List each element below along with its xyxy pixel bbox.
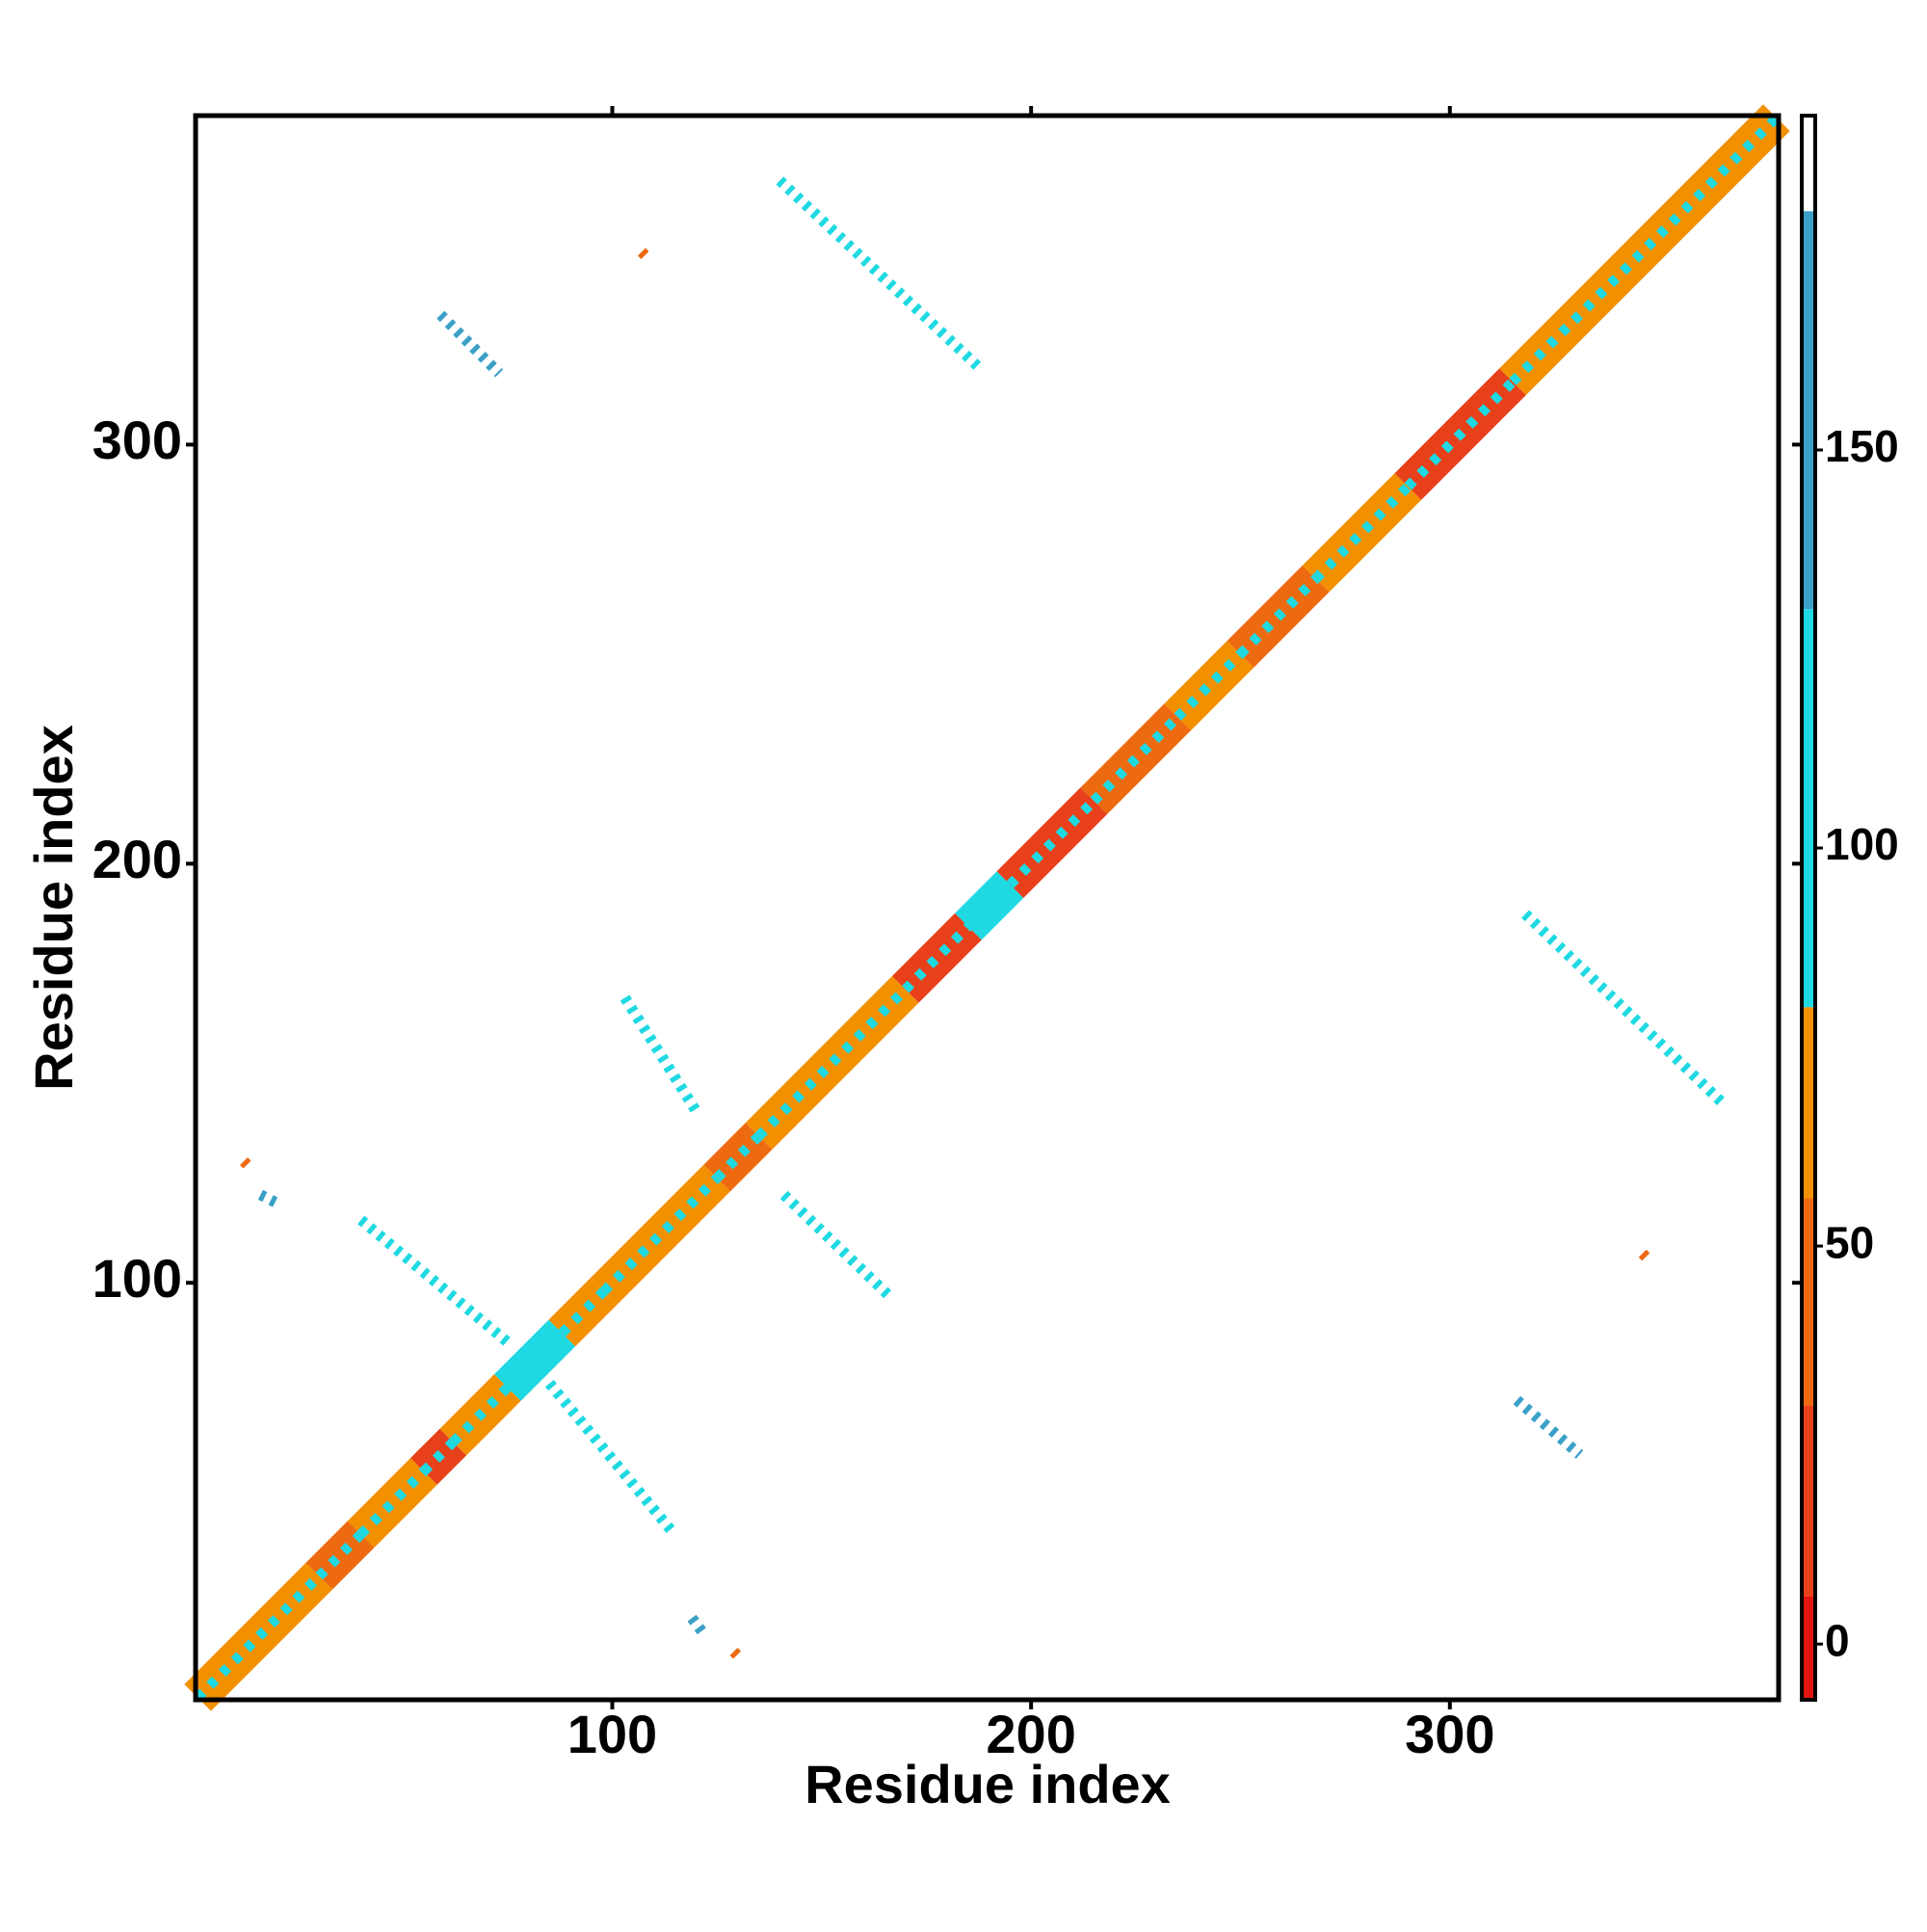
diagonal-band [305,1521,375,1590]
x-axis-label: Residue index [805,1754,1171,1814]
contact [729,1647,742,1660]
colorbar-tick-label: 150 [1825,421,1899,471]
colorbar-bin [1802,1596,1815,1700]
diagonal-band [745,975,919,1150]
plot-frame [193,113,1782,1703]
contact [1521,910,1727,1107]
diagonal-core [194,1573,323,1702]
contact [779,1190,893,1300]
contact [637,248,650,260]
diagonal-core [1236,574,1320,658]
colorbar-tick-label: 0 [1825,1615,1850,1665]
contact [357,1215,515,1350]
diagonal-core [1174,650,1245,721]
contact [239,1157,252,1170]
y-axis-label: Residue index [23,725,84,1091]
colorbar-frame [1800,114,1817,1702]
colorbar-tick-label: 100 [1825,819,1899,869]
colorbar-tick-label: 50 [1825,1217,1874,1267]
diagonal-band [590,1164,730,1305]
colorbar-bin [1802,211,1815,610]
contact [1513,1395,1584,1459]
contact [776,176,985,374]
diagonal-band [1499,104,1790,396]
diagonal-core [1404,378,1517,490]
diagonal-core [420,1438,458,1475]
contact [257,1189,280,1208]
diagonal-core [449,1384,512,1446]
diagonal-core [1312,483,1412,583]
diagonal-core [1090,713,1181,805]
colorbar-bin [1802,1405,1815,1597]
x-tick-label: 200 [986,1704,1075,1764]
diagonal-band [703,1123,773,1192]
contact [687,1614,709,1638]
contact [436,310,504,378]
y-tick-label: 200 [92,829,182,889]
diagonal-core [902,922,972,993]
colorbar-bin [1802,1198,1815,1406]
contact [620,994,701,1114]
colorbar-bin [1802,609,1815,1008]
x-tick-label: 100 [568,1704,657,1764]
y-tick-label: 100 [92,1248,182,1309]
diagonal-core [504,1329,567,1391]
contact [1638,1249,1651,1262]
diagonal-band [955,871,1024,940]
colorbar-bin [1802,1007,1815,1199]
contact [544,1380,675,1534]
diagonal-core [1006,797,1098,888]
y-tick-label: 300 [92,410,182,470]
x-tick-label: 300 [1405,1704,1494,1764]
colorbar-bin [1802,116,1815,212]
diagonal-core [356,1468,428,1538]
diagonal-band [548,1278,618,1347]
